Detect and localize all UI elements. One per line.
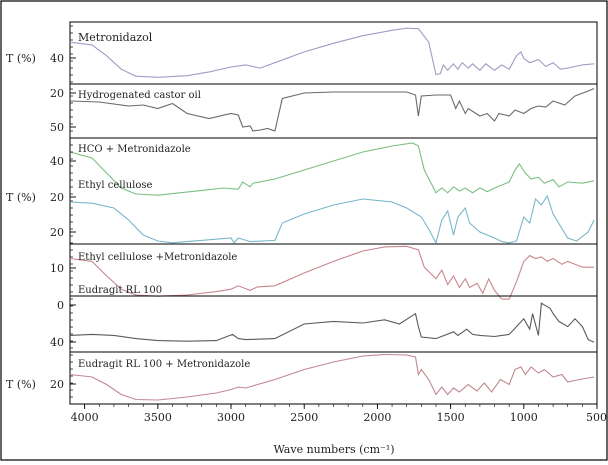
x-tick-label-4: 2500 bbox=[290, 411, 318, 424]
y-tick-label-1: 40 bbox=[50, 52, 64, 65]
x-tick-label-8: 500 bbox=[586, 411, 607, 424]
panel-label-2: Hydrogenated castor oil bbox=[78, 90, 201, 101]
y-tick-label-2: 20 bbox=[50, 87, 64, 100]
x-tick-label-3: 3000 bbox=[217, 411, 245, 424]
spectrum-line-5 bbox=[69, 245, 595, 300]
x-tick-label-7: 1000 bbox=[510, 411, 538, 424]
y-axis-label-1: T (%) bbox=[6, 52, 36, 65]
spectrum-line-3 bbox=[69, 142, 595, 196]
x-tick-label-5: 2000 bbox=[363, 411, 391, 424]
y-tick-label-3: 50 bbox=[50, 121, 64, 134]
panel-label-3: HCO + Metronidazole bbox=[78, 144, 191, 155]
spectrum-line-6 bbox=[69, 302, 595, 343]
y-axis-label-10: T (%) bbox=[6, 378, 36, 391]
y-tick-label-9: 40 bbox=[50, 336, 64, 349]
y-tick-label-7: 10 bbox=[50, 262, 64, 275]
panel-label-1: Metronidazol bbox=[78, 31, 153, 44]
panel-label-7: Eudragit RL 100 + Metronidazole bbox=[78, 359, 250, 370]
y-axis-label-5: T (%) bbox=[6, 191, 36, 204]
spectrum-line-4 bbox=[69, 194, 595, 245]
panel-label-5: Ethyl cellulose +Metronidazole bbox=[78, 252, 237, 263]
y-tick-label-5: 20 bbox=[50, 191, 64, 204]
y-tick-label-8: 0 bbox=[57, 299, 64, 312]
spectrum-line-7 bbox=[69, 353, 595, 401]
spectrum-line-2 bbox=[69, 87, 595, 132]
spectrum-line-1 bbox=[69, 27, 595, 78]
y-tick-label-6: 20 bbox=[50, 226, 64, 239]
x-tick-label-1: 4000 bbox=[71, 411, 99, 424]
x-axis-label: Wave numbers (cm⁻¹) bbox=[273, 443, 394, 456]
x-tick-label-2: 3500 bbox=[144, 411, 172, 424]
panel-label-6: Eudragit RL 100 bbox=[78, 285, 162, 296]
x-tick-label-6: 1500 bbox=[437, 411, 465, 424]
y-tick-label-4: 40 bbox=[50, 155, 64, 168]
panel-label-4: Ethyl cellulose bbox=[78, 180, 152, 191]
y-tick-label-10: 20 bbox=[50, 378, 64, 391]
